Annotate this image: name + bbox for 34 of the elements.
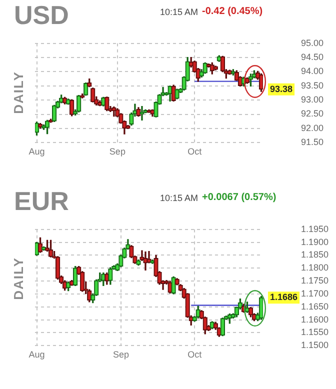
y-tick-label: 91.50 bbox=[301, 137, 324, 148]
text: 1.1686 bbox=[270, 292, 298, 302]
chart-title: USD bbox=[14, 0, 69, 31]
y-tick-label: 1.1750 bbox=[301, 276, 329, 286]
y-tick-label: 1.1550 bbox=[301, 327, 329, 338]
y-tick-label: 1.1900 bbox=[301, 236, 329, 247]
y-tick-label: 1.1650 bbox=[301, 301, 329, 312]
x-tick-label: Aug bbox=[28, 146, 45, 156]
y-axis-title: DAILY bbox=[10, 70, 26, 114]
y-tick-label: 94.50 bbox=[301, 52, 324, 62]
text: 93.38 bbox=[270, 84, 293, 94]
y-tick-label: 1.1950 bbox=[301, 224, 329, 234]
x-tick-label: Oct bbox=[188, 146, 202, 156]
x-tick-label: Oct bbox=[188, 349, 202, 360]
y-tick-label: 93.50 bbox=[301, 80, 324, 90]
y-tick-label: 92.00 bbox=[301, 122, 324, 133]
y-axis-title: DAILY bbox=[10, 256, 26, 300]
x-tick-label: Sep bbox=[112, 349, 129, 360]
y-tick-label: 1.1800 bbox=[301, 262, 329, 273]
chart-subtitle: 10:15 AM bbox=[160, 7, 198, 17]
y-tick-label: 95.00 bbox=[301, 38, 324, 48]
chart-subtitle: 10:15 AM bbox=[160, 193, 198, 203]
y-tick-label: 92.50 bbox=[301, 108, 324, 119]
chart-title: EUR bbox=[14, 186, 69, 217]
x-tick-label: Sep bbox=[109, 146, 126, 156]
y-tick-label: 93.00 bbox=[301, 94, 324, 105]
y-tick-label: 1.1850 bbox=[301, 250, 329, 260]
y-tick-label: 94.00 bbox=[301, 66, 324, 76]
y-tick-label: 1.1500 bbox=[301, 340, 329, 350]
y-tick-label: 1.1700 bbox=[301, 288, 329, 298]
text: +0.0067 (0.57%) bbox=[202, 192, 276, 203]
x-tick-label: Aug bbox=[28, 349, 45, 360]
text: -0.42 (0.45%) bbox=[202, 6, 263, 17]
y-tick-label: 1.1600 bbox=[301, 314, 329, 324]
